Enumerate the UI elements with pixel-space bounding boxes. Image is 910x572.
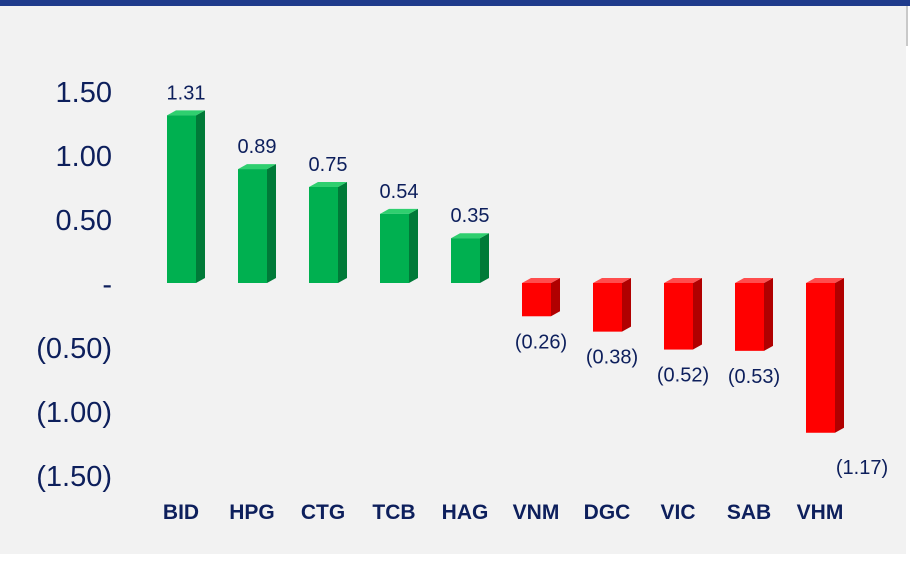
x-tick-label: VHM [797,501,844,524]
bar-vic [664,278,702,350]
x-axis: BID HPG CTG TCB HAG VNM DGC VIC SAB VHM [163,501,843,524]
bar-side [693,278,702,350]
y-tick-label: 1.50 [56,77,112,109]
bar-tcb [380,208,418,283]
bar-top [664,278,702,283]
x-tick-label: BID [163,501,199,524]
y-axis: 1.50 1.00 0.50 - (0.50) (1.00) (1.50) [36,77,112,493]
bar-front [238,169,267,283]
data-label: 0.75 [309,154,348,176]
x-tick-label: DGC [584,501,631,524]
y-tick-label: (1.00) [36,397,112,429]
bar-front [522,283,551,317]
bar-top [309,182,347,187]
bar-ctg [309,182,347,283]
bar-front [593,283,622,332]
data-label: 0.54 [380,181,419,203]
bar-front [735,283,764,351]
bars [167,110,844,433]
bar-front [806,283,835,433]
bar-top [238,164,276,170]
data-label: (1.17) [836,457,888,479]
y-tick-label: (1.50) [36,461,112,493]
data-label: (0.52) [657,365,709,387]
bar-side [622,278,631,332]
data-label: (0.53) [728,366,780,388]
bar-front [664,283,693,350]
bar-front [451,238,480,283]
y-tick-label: 0.50 [56,205,112,237]
x-tick-label: SAB [727,501,771,524]
bar-top [451,233,489,239]
bar-side [835,278,844,433]
bar-dgc [593,278,631,332]
bar-top [735,278,773,283]
bar-front [309,187,338,283]
data-labels: 1.31 0.89 0.75 0.54 0.35 (0.26) (0.38) (0.52) (0… [167,82,889,479]
bar-top [593,278,631,283]
x-tick-label: TCB [372,501,415,524]
y-tick-label: (0.50) [36,333,112,365]
bar-top [380,208,418,214]
data-label: 0.89 [238,136,277,158]
bar-side [764,278,773,351]
x-tick-label: HPG [229,501,275,524]
data-label: (0.26) [515,331,567,353]
bar-side [409,208,418,283]
x-tick-label: VNM [513,501,560,524]
bar-front [380,213,409,283]
data-label: (0.38) [586,347,638,369]
x-tick-label: HAG [442,501,489,524]
y-tick-label: 1.00 [56,141,112,173]
bar-vhm [806,278,844,433]
bar-vnm [522,278,560,317]
data-label: 0.35 [451,205,490,227]
bar-top [806,278,844,283]
x-tick-label: VIC [660,501,695,524]
top-rule [0,0,910,6]
bar-sab [735,278,773,351]
bar-bid [167,110,205,283]
data-label: 1.31 [167,82,206,104]
bar-hpg [238,164,276,283]
bar-hag [451,233,489,283]
bar-side [267,164,276,283]
bar-front [167,115,196,283]
bar-top [167,110,205,116]
bar-top [522,278,560,283]
bar-side [551,278,560,317]
panel-edge [906,6,908,46]
x-tick-label: CTG [301,501,345,524]
bar-side [480,233,489,283]
bar-side [196,110,205,283]
bar-side [338,182,347,283]
y-tick-label: - [102,269,112,301]
